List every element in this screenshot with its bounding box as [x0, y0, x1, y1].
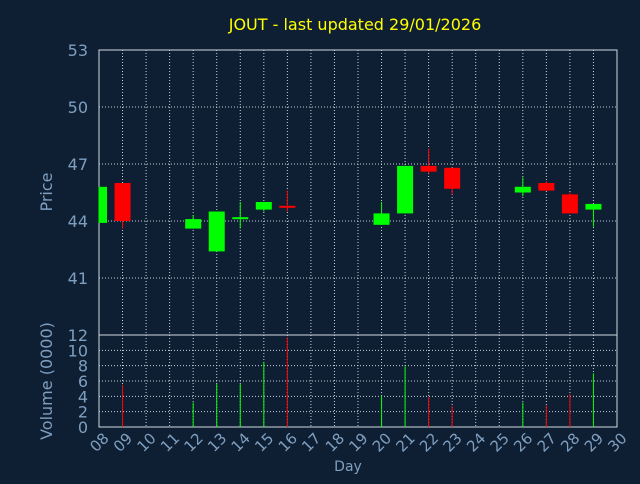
candle-body — [99, 186, 107, 223]
day-tick-label: 11 — [157, 429, 183, 455]
day-tick-label: 22 — [416, 429, 442, 455]
day-tick-label: 29 — [581, 429, 607, 455]
day-tick-label: 21 — [392, 429, 418, 455]
day-tick-label: 12 — [181, 429, 207, 455]
volume-tick-label: 2 — [78, 403, 88, 422]
volume-axis-label: Volume (0000) — [37, 322, 56, 440]
candle-body — [185, 219, 202, 229]
volume-tick-label: 12 — [68, 326, 88, 345]
day-tick-label: 20 — [369, 429, 395, 455]
day-tick-label: 25 — [487, 429, 513, 455]
day-tick-label: 08 — [86, 429, 112, 455]
candle-body — [397, 165, 414, 214]
candle-body — [420, 165, 437, 172]
day-tick-label: 10 — [133, 429, 159, 455]
candle-body — [514, 186, 531, 193]
candle-body — [444, 167, 461, 189]
candle-body — [561, 194, 578, 214]
volume-tick-label: 6 — [78, 372, 88, 391]
day-axis-label: Day — [334, 459, 362, 475]
price-tick-label: 53 — [68, 41, 88, 60]
day-tick-label: 27 — [534, 429, 560, 455]
chart-title: JOUT - last updated 29/01/2026 — [228, 15, 482, 34]
candle-body — [114, 183, 131, 221]
price-tick-label: 47 — [68, 155, 88, 174]
volume-tick-label: 0 — [78, 418, 88, 437]
day-tick-label: 30 — [604, 429, 630, 455]
candle-body — [208, 211, 225, 252]
day-tick-label: 16 — [275, 429, 301, 455]
day-tick-label: 24 — [463, 429, 489, 455]
day-tick-label: 23 — [440, 429, 466, 455]
candle-body — [255, 202, 272, 210]
volume-panel: 0246810120809101112131415161718192021222… — [68, 326, 631, 456]
candle-body — [279, 205, 296, 208]
day-tick-label: 14 — [228, 429, 254, 455]
candle-body — [585, 203, 602, 210]
candle-body — [538, 183, 555, 191]
day-tick-label: 18 — [322, 429, 348, 455]
candle-body — [232, 217, 249, 220]
day-tick-label: 09 — [110, 429, 136, 455]
volume-tick-label: 4 — [78, 387, 88, 406]
day-tick-label: 19 — [345, 429, 371, 455]
candle-body — [373, 213, 390, 225]
day-tick-label: 26 — [510, 429, 536, 455]
day-tick-label: 17 — [298, 429, 324, 455]
price-tick-label: 50 — [68, 98, 88, 117]
day-tick-label: 15 — [251, 429, 277, 455]
price-axis-label: Price — [37, 172, 56, 211]
volume-tick-label: 8 — [78, 357, 88, 376]
day-tick-label: 13 — [204, 429, 230, 455]
day-tick-label: 28 — [557, 429, 583, 455]
volume-tick-label: 10 — [68, 341, 88, 360]
price-tick-label: 41 — [68, 269, 88, 288]
price-tick-label: 44 — [68, 212, 88, 231]
price-panel: 41 44 47 50 53 — [68, 41, 618, 336]
